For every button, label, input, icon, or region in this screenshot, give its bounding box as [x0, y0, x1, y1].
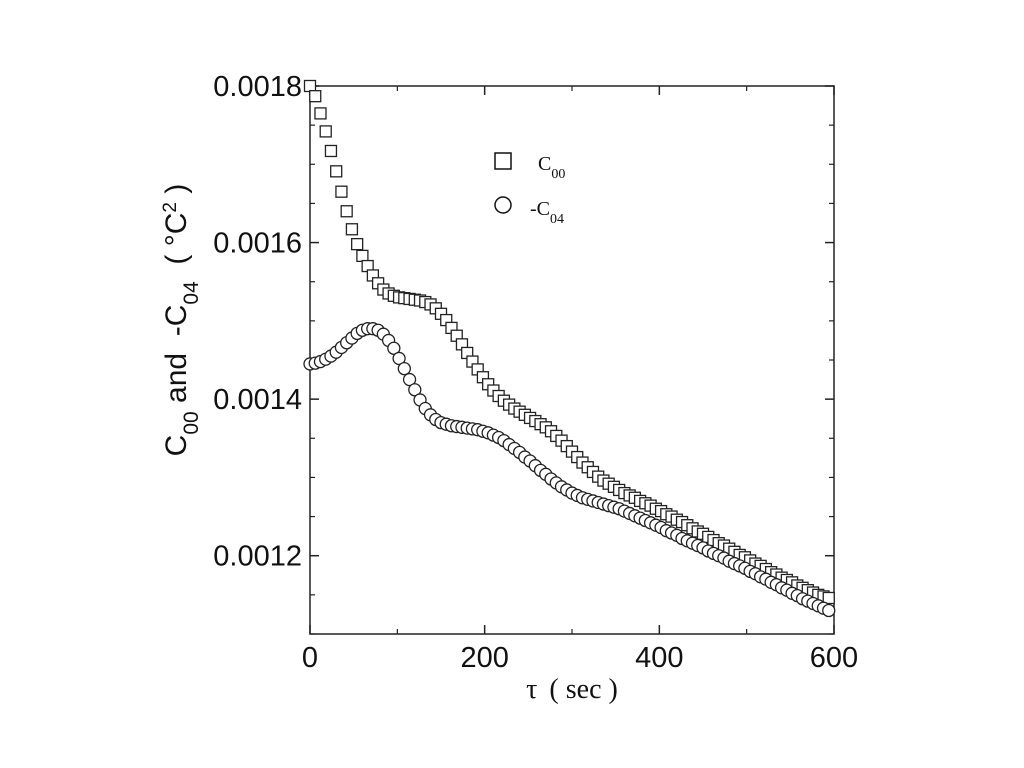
data-point-neg-c04 — [402, 372, 417, 387]
legend-circle-marker — [494, 196, 512, 214]
legend-c00-main: C — [538, 153, 551, 175]
y-label-mid: and -C — [160, 305, 193, 412]
data-point-neg-c04 — [387, 341, 401, 355]
x-tick-label: 0 — [302, 642, 318, 674]
data-point-c00 — [303, 79, 317, 93]
data-point-c00 — [335, 185, 348, 198]
data-point-neg-c04 — [392, 351, 406, 366]
x-tick-label: 600 — [810, 642, 858, 674]
series-c00 — [303, 79, 835, 605]
x-axis-symbol: τ — [526, 674, 537, 705]
x-tick-label: 400 — [635, 642, 683, 674]
y-tick-label: 0.0012 — [213, 541, 302, 573]
legend-label-c00: C00 — [538, 153, 565, 182]
y-label-c00-sub: 00 — [180, 411, 203, 434]
legend-c00-sub: 00 — [551, 167, 565, 182]
y-label-unit-open: ( — [160, 246, 193, 281]
y-label-c04-sub: 04 — [180, 281, 203, 305]
legend-c04-prefix: - — [530, 198, 537, 220]
y-axis-label: C00 and -C04 ( °C2 ) — [160, 184, 203, 457]
data-point-c00 — [314, 107, 327, 120]
y-tick-labels: 0.0012 0.0014 0.0016 0.0018 — [213, 71, 302, 573]
legend-label-c04: -C04 — [530, 198, 564, 227]
data-point-c00 — [340, 205, 353, 218]
data-point-c00 — [319, 125, 332, 138]
axis-ticks — [309, 85, 835, 635]
data-point-neg-c04 — [822, 603, 836, 618]
x-tick-label: 200 — [460, 642, 508, 674]
legend-c04-sub: 04 — [550, 212, 564, 227]
y-tick-label: 0.0014 — [213, 384, 302, 416]
data-point-neg-c04 — [408, 383, 422, 397]
y-tick-label: 0.0016 — [213, 228, 302, 260]
data-point-c00 — [309, 90, 322, 103]
series-neg-c04 — [303, 322, 836, 618]
data-point-c00 — [822, 591, 835, 605]
data-point-c00 — [356, 249, 369, 263]
data-point-c00 — [345, 223, 359, 236]
data-point-c00 — [324, 144, 338, 158]
y-label-unit-sup: 2 — [160, 202, 181, 213]
x-tick-labels: 0 200 400 600 — [302, 642, 858, 674]
series-layer — [303, 79, 836, 618]
y-label-c00: C — [160, 435, 193, 457]
data-point-c00 — [330, 165, 343, 178]
legend-square-marker — [494, 152, 512, 170]
data-point-c00 — [351, 237, 364, 251]
data-point-neg-c04 — [397, 361, 411, 376]
y-label-unit-close: ) — [160, 184, 193, 202]
y-tick-label: 0.0018 — [213, 71, 302, 103]
x-axis-label: τ ( sec ) — [526, 674, 618, 705]
plot-frame — [309, 85, 835, 635]
legend: C00 -C04 — [494, 152, 565, 227]
y-label-unit: °C — [160, 213, 193, 247]
legend-c04-main: C — [537, 198, 550, 220]
x-axis-unit: ( sec ) — [549, 674, 617, 705]
